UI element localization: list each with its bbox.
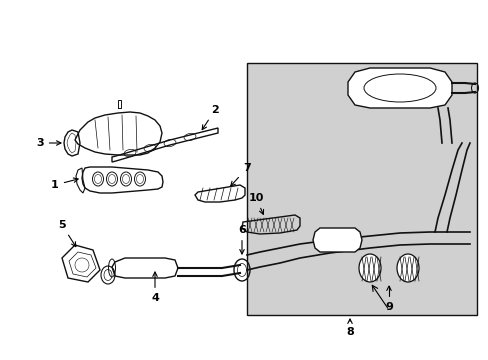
Ellipse shape <box>396 254 418 282</box>
Ellipse shape <box>358 254 380 282</box>
Text: 6: 6 <box>238 225 245 254</box>
Text: 10: 10 <box>248 193 263 214</box>
Text: 2: 2 <box>202 105 219 130</box>
Text: 9: 9 <box>384 286 392 312</box>
Text: 1: 1 <box>51 178 78 190</box>
Text: 3: 3 <box>36 138 61 148</box>
Bar <box>246 63 476 315</box>
Text: 4: 4 <box>151 272 159 303</box>
Polygon shape <box>347 68 451 108</box>
Text: 8: 8 <box>346 319 353 337</box>
Polygon shape <box>312 228 361 252</box>
Text: 7: 7 <box>230 163 250 186</box>
Text: 5: 5 <box>58 220 76 247</box>
